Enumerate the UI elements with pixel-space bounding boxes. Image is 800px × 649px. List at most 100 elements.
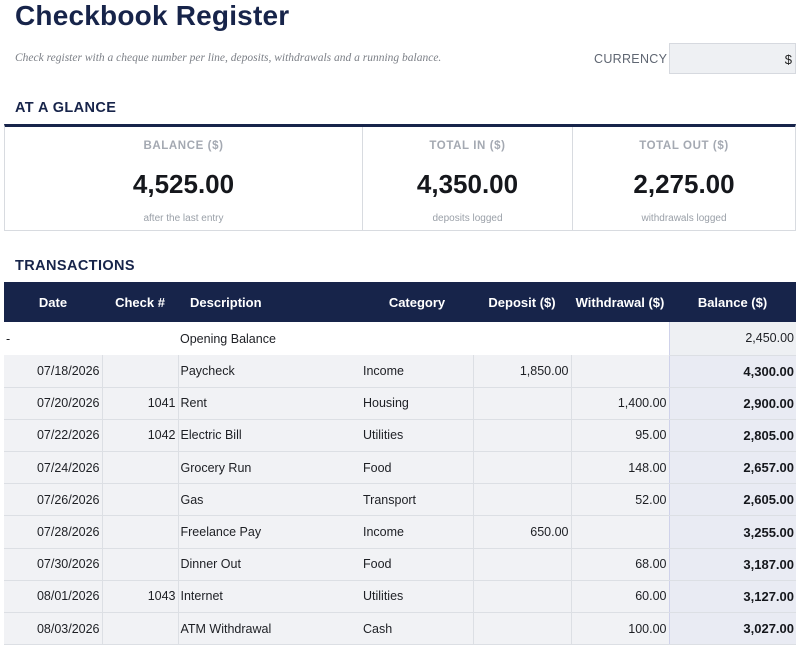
card-label: TOTAL IN ($) <box>429 140 506 152</box>
card-note: after the last entry <box>143 213 224 224</box>
cell-check[interactable] <box>101 355 179 388</box>
column-header-date[interactable]: Date <box>4 282 102 322</box>
total-out-card: TOTAL OUT ($) 2,275.00 withdrawals logge… <box>572 127 795 230</box>
cell-description[interactable]: Dinner Out <box>178 548 361 581</box>
cell-date[interactable]: 07/30/2026 <box>4 548 102 581</box>
table-header-row: Date Check # Description Category Deposi… <box>4 282 796 322</box>
cell-date[interactable]: 08/03/2026 <box>4 612 102 646</box>
cell-description[interactable]: Opening Balance <box>178 322 361 355</box>
cell-withdrawal[interactable]: 100.00 <box>571 612 669 646</box>
cell-description[interactable]: Gas <box>178 483 361 517</box>
cell-withdrawal[interactable] <box>571 515 669 549</box>
cell-date[interactable]: 07/24/2026 <box>4 451 102 485</box>
cell-balance[interactable]: 2,657.00 <box>668 451 796 485</box>
column-header-description[interactable]: Description <box>178 282 361 322</box>
table-row: 07/22/2026 1042 Electric Bill Utilities 95.0… <box>4 419 796 453</box>
cell-withdrawal[interactable]: 60.00 <box>571 580 669 614</box>
balance-card: BALANCE ($) 4,525.00 after the last entr… <box>5 127 362 230</box>
cell-withdrawal[interactable] <box>571 322 669 355</box>
cell-date[interactable]: 07/18/2026 <box>4 355 102 388</box>
cell-date[interactable]: 07/20/2026 <box>4 387 102 420</box>
card-label: TOTAL OUT ($) <box>639 140 729 152</box>
at-a-glance-heading: AT A GLANCE <box>15 100 117 116</box>
cell-description[interactable]: Rent <box>178 387 361 420</box>
cell-date[interactable]: 07/22/2026 <box>4 419 102 453</box>
card-note: deposits logged <box>432 213 503 224</box>
cell-balance[interactable]: 2,900.00 <box>668 387 796 420</box>
table-row: 08/01/2026 1043 Internet Utilities 60.00 3,12… <box>4 580 796 614</box>
cell-date[interactable]: 08/01/2026 <box>4 580 102 614</box>
cell-deposit[interactable]: 650.00 <box>472 515 572 549</box>
cell-deposit[interactable] <box>472 419 572 453</box>
cell-check[interactable] <box>101 451 179 485</box>
cell-date[interactable]: 07/26/2026 <box>4 483 102 517</box>
cell-check[interactable]: 1043 <box>101 580 179 614</box>
cell-category[interactable]: Utilities <box>361 419 473 453</box>
cell-description[interactable]: Paycheck <box>178 355 361 388</box>
cell-description[interactable]: Grocery Run <box>178 451 361 485</box>
cell-category[interactable]: Food <box>361 548 473 581</box>
cell-balance[interactable]: 3,027.00 <box>668 612 796 646</box>
currency-input[interactable]: $ <box>669 43 796 74</box>
cell-balance[interactable]: 2,450.00 <box>668 322 796 356</box>
cell-date[interactable]: - <box>4 322 102 355</box>
cell-withdrawal[interactable]: 68.00 <box>571 548 669 581</box>
cell-check[interactable] <box>101 515 179 549</box>
cell-balance[interactable]: 2,605.00 <box>668 483 796 517</box>
cell-balance[interactable]: 2,805.00 <box>668 419 796 453</box>
cell-description[interactable]: ATM Withdrawal <box>178 612 361 646</box>
cell-category[interactable]: Food <box>361 451 473 485</box>
currency-label: CURRENCY <box>594 52 668 66</box>
cell-check[interactable] <box>101 548 179 581</box>
page-subtitle: Check register with a cheque number per … <box>15 52 442 64</box>
cell-date[interactable]: 07/28/2026 <box>4 515 102 549</box>
cell-withdrawal[interactable]: 95.00 <box>571 419 669 453</box>
cell-description[interactable]: Freelance Pay <box>178 515 361 549</box>
opening-balance-row: - Opening Balance 2,450.00 <box>4 322 796 356</box>
cell-withdrawal[interactable]: 1,400.00 <box>571 387 669 420</box>
cell-check[interactable]: 1042 <box>101 419 179 453</box>
cell-balance[interactable]: 3,255.00 <box>668 515 796 549</box>
cell-category[interactable]: Income <box>361 355 473 388</box>
transactions-table: Date Check # Description Category Deposi… <box>4 282 796 646</box>
column-header-category[interactable]: Category <box>361 282 473 322</box>
cell-description[interactable]: Internet <box>178 580 361 614</box>
table-row: 07/20/2026 1041 Rent Housing 1,400.00 2,900.0… <box>4 387 796 420</box>
column-header-withdrawal[interactable]: Withdrawal ($) <box>571 282 669 322</box>
cell-deposit[interactable] <box>472 612 572 646</box>
card-value: 2,275.00 <box>633 169 735 199</box>
cell-category[interactable]: Income <box>361 515 473 549</box>
total-in-card: TOTAL IN ($) 4,350.00 deposits logged <box>362 127 572 230</box>
table-row: 07/28/2026 Freelance Pay Income 650.00 3,255… <box>4 515 796 549</box>
card-label: BALANCE ($) <box>143 140 224 152</box>
cell-deposit[interactable] <box>472 580 572 614</box>
cell-deposit[interactable] <box>472 451 572 485</box>
cell-deposit[interactable]: 1,850.00 <box>472 355 572 388</box>
transactions-heading: TRANSACTIONS <box>15 258 135 274</box>
cell-category[interactable] <box>361 322 473 355</box>
cell-balance[interactable]: 3,187.00 <box>668 548 796 581</box>
cell-withdrawal[interactable]: 52.00 <box>571 483 669 517</box>
cell-description[interactable]: Electric Bill <box>178 419 361 453</box>
cell-deposit[interactable] <box>472 548 572 581</box>
cell-check[interactable] <box>101 483 179 517</box>
cell-category[interactable]: Utilities <box>361 580 473 614</box>
cell-deposit[interactable] <box>472 483 572 517</box>
cell-category[interactable]: Housing <box>361 387 473 420</box>
cell-check[interactable] <box>101 612 179 646</box>
cell-withdrawal[interactable] <box>571 355 669 388</box>
cell-deposit[interactable] <box>472 387 572 420</box>
cell-category[interactable]: Transport <box>361 483 473 517</box>
cell-balance[interactable]: 3,127.00 <box>668 580 796 614</box>
page-title: Checkbook Register <box>15 0 290 31</box>
column-header-check[interactable]: Check # <box>102 282 178 322</box>
cell-balance[interactable]: 4,300.00 <box>668 355 796 388</box>
column-header-deposit[interactable]: Deposit ($) <box>473 282 571 322</box>
cell-category[interactable]: Cash <box>361 612 473 646</box>
cell-deposit[interactable] <box>473 322 571 355</box>
cell-check[interactable] <box>102 322 178 355</box>
cell-withdrawal[interactable]: 148.00 <box>571 451 669 485</box>
column-header-balance[interactable]: Balance ($) <box>669 282 796 322</box>
table-row: 07/24/2026 Grocery Run Food 148.00 2,657.00 <box>4 451 796 485</box>
cell-check[interactable]: 1041 <box>101 387 179 420</box>
